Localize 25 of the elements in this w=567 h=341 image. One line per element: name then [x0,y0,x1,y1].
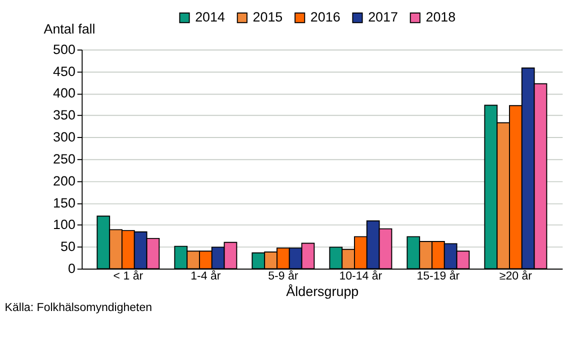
y-tick-label: 450 [53,64,76,79]
x-tick-label: 5-9 år [268,270,298,283]
x-tick-label: 15-19 år [416,270,460,283]
x-tick-label: 10-14 år [339,270,382,283]
y-tick-label: 350 [53,108,76,123]
x-axis-title: Åldersgrupp [286,284,359,300]
y-tick-label: 0 [68,260,76,276]
legend-label: 2018 [426,10,456,25]
legend-label: 2014 [195,10,226,25]
text: Källa: Folkhälsomyndigheten [4,302,152,314]
y-tick-label: 50 [60,239,76,254]
y-tick-label: 500 [53,42,76,57]
y-tick-label: 250 [53,151,76,166]
x-tick-label: 1-4 år [190,270,221,283]
x-tick-label: ≥20 år [499,270,532,283]
y-axis-title: Antal fall [44,22,96,37]
y-tick-label: 300 [53,130,76,145]
legend-label: 2017 [368,10,398,25]
y-tick-label: 150 [53,195,76,210]
legend-label: 2016 [310,10,340,25]
y-tick-label: 400 [53,86,76,101]
x-tick-label: < 1 år [113,270,144,283]
y-tick-label: 100 [53,217,76,232]
y-tick-label: 200 [53,173,76,188]
legend-label: 2015 [252,10,283,25]
